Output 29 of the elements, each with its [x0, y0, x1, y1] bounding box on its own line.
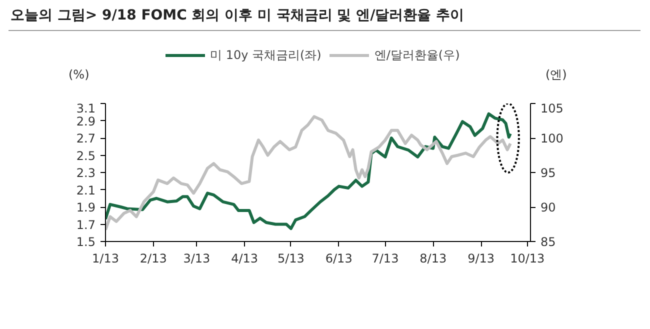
x-tick-label: 8/13 — [420, 252, 447, 266]
y-tick-label: 1.9 — [76, 200, 96, 214]
y-tick-label: 2.1 — [76, 183, 96, 198]
y-tick-label: 1.5 — [76, 235, 96, 249]
y-tick-label: 2.7 — [76, 132, 96, 146]
x-tick-label: 7/13 — [372, 252, 399, 266]
legend-label: 미 10y 국채금리(좌) — [210, 46, 322, 64]
x-tick-label: 1/13 — [92, 252, 119, 266]
x-tick-label: 3/13 — [183, 252, 210, 266]
x-tick-label: 5/13 — [277, 252, 304, 266]
x-tick-label: 2/13 — [140, 252, 167, 266]
legend-label: 엔/달러환율(우) — [374, 46, 460, 64]
y2-tick-label: 90 — [540, 200, 556, 214]
chart-title: 오늘의 그림> 9/18 FOMC 회의 이후 미 국채금리 및 엔/달러환율 추이 — [10, 8, 464, 24]
x-tick-label: 4/13 — [231, 252, 258, 266]
y-tick-label: 2.9 — [76, 114, 96, 128]
y2-tick-label: 100 — [540, 132, 564, 146]
y-tick-label: 2.3 — [76, 166, 96, 180]
y-tick-label: 2.5 — [76, 148, 96, 163]
y-tick-label: 1.7 — [76, 218, 96, 232]
x-tick-label: 6/13 — [325, 252, 352, 266]
y-axis-title: (%) — [68, 68, 90, 82]
y2-tick-label: 85 — [540, 235, 556, 249]
x-tick-label: 10/13 — [510, 252, 545, 266]
y2-tick-label: 105 — [540, 102, 564, 116]
y2-tick-label: 95 — [540, 166, 556, 180]
y2-axis-title: (엔) — [546, 68, 567, 82]
x-tick-label: 9/13 — [468, 252, 495, 266]
y-tick-label: 3.1 — [76, 102, 96, 116]
